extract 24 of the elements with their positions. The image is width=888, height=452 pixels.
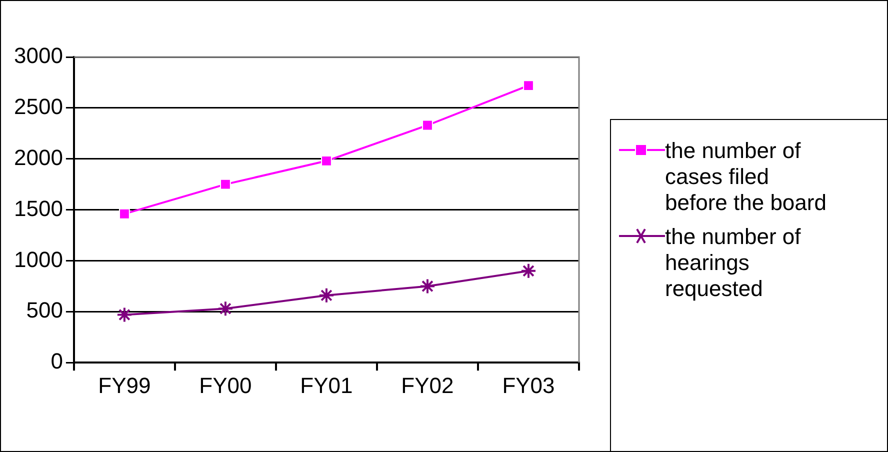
y-tick-label: 2000	[14, 144, 63, 170]
point	[422, 120, 433, 131]
point	[119, 208, 130, 220]
legend-label: the number of cases filed before the board	[665, 138, 828, 216]
point	[318, 287, 334, 304]
y-tick-label: 2500	[14, 94, 63, 119]
point	[523, 80, 534, 91]
point	[116, 306, 132, 323]
point	[220, 178, 231, 190]
point	[217, 300, 234, 317]
point	[321, 155, 332, 166]
point	[520, 262, 536, 279]
y-tick-label: 500	[26, 298, 63, 323]
x-tick-label: FY02	[401, 372, 454, 398]
y-tick-label: 3000	[14, 43, 63, 68]
y-tick-label: 1500	[14, 196, 63, 221]
point	[419, 278, 436, 294]
x-tick-label: FY03	[502, 372, 555, 398]
x-tick-label: FY00	[199, 372, 252, 398]
legend-label: the number of hearings requested	[665, 224, 802, 302]
x-tick-label: FY01	[300, 372, 353, 398]
y-tick-label: 0	[50, 348, 63, 374]
y-tick-label: 1000	[14, 246, 63, 272]
x-tick-label: FY99	[98, 372, 151, 398]
